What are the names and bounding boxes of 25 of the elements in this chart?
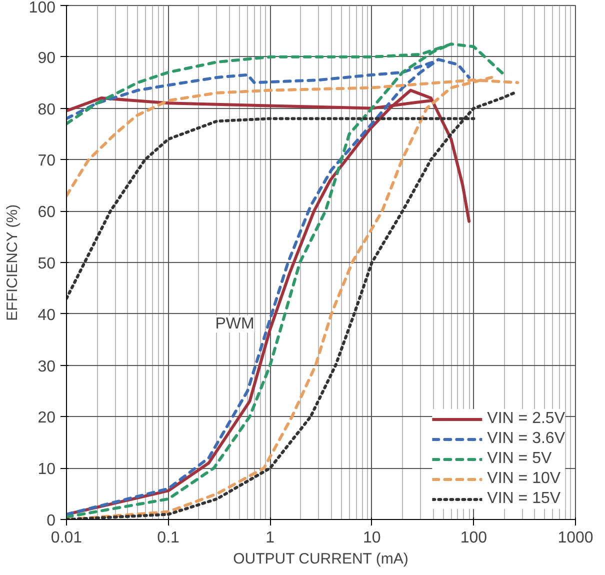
- x-tick-label: 10: [363, 530, 381, 546]
- legend-label: VIN = 5V: [487, 450, 552, 468]
- y-axis-title: EFFICIENCY (%): [4, 204, 21, 321]
- y-tick-label: 80: [38, 101, 56, 118]
- y-tick-label: 10: [38, 461, 56, 478]
- y-tick-label: 20: [38, 410, 56, 427]
- x-tick-label: 100: [460, 530, 488, 546]
- y-tick-label: 70: [38, 152, 56, 170]
- legend-label: VIN = 3.6V: [487, 430, 565, 448]
- y-tick-label: 40: [38, 306, 56, 324]
- x-tick-label: 0.01: [50, 530, 82, 546]
- y-tick-label: 60: [38, 204, 56, 222]
- legend-label: VIN = 15V: [487, 490, 561, 508]
- annotation: PWM: [215, 316, 254, 333]
- y-tick-label: 30: [38, 358, 56, 376]
- x-tick-label: 1: [266, 530, 275, 546]
- y-tick-label: 100: [28, 0, 56, 16]
- legend-label: VIN = 10V: [487, 470, 561, 488]
- y-tick-label: 90: [38, 50, 56, 67]
- x-axis-title: OUTPUT CURRENT (mA): [233, 550, 408, 568]
- legend-label: VIN = 2.5V: [487, 410, 565, 428]
- x-tick-label: 1000: [558, 530, 594, 546]
- x-tick-label: 0.1: [157, 530, 180, 546]
- y-tick-label: 0: [46, 512, 56, 530]
- y-tick-label: 50: [38, 256, 56, 272]
